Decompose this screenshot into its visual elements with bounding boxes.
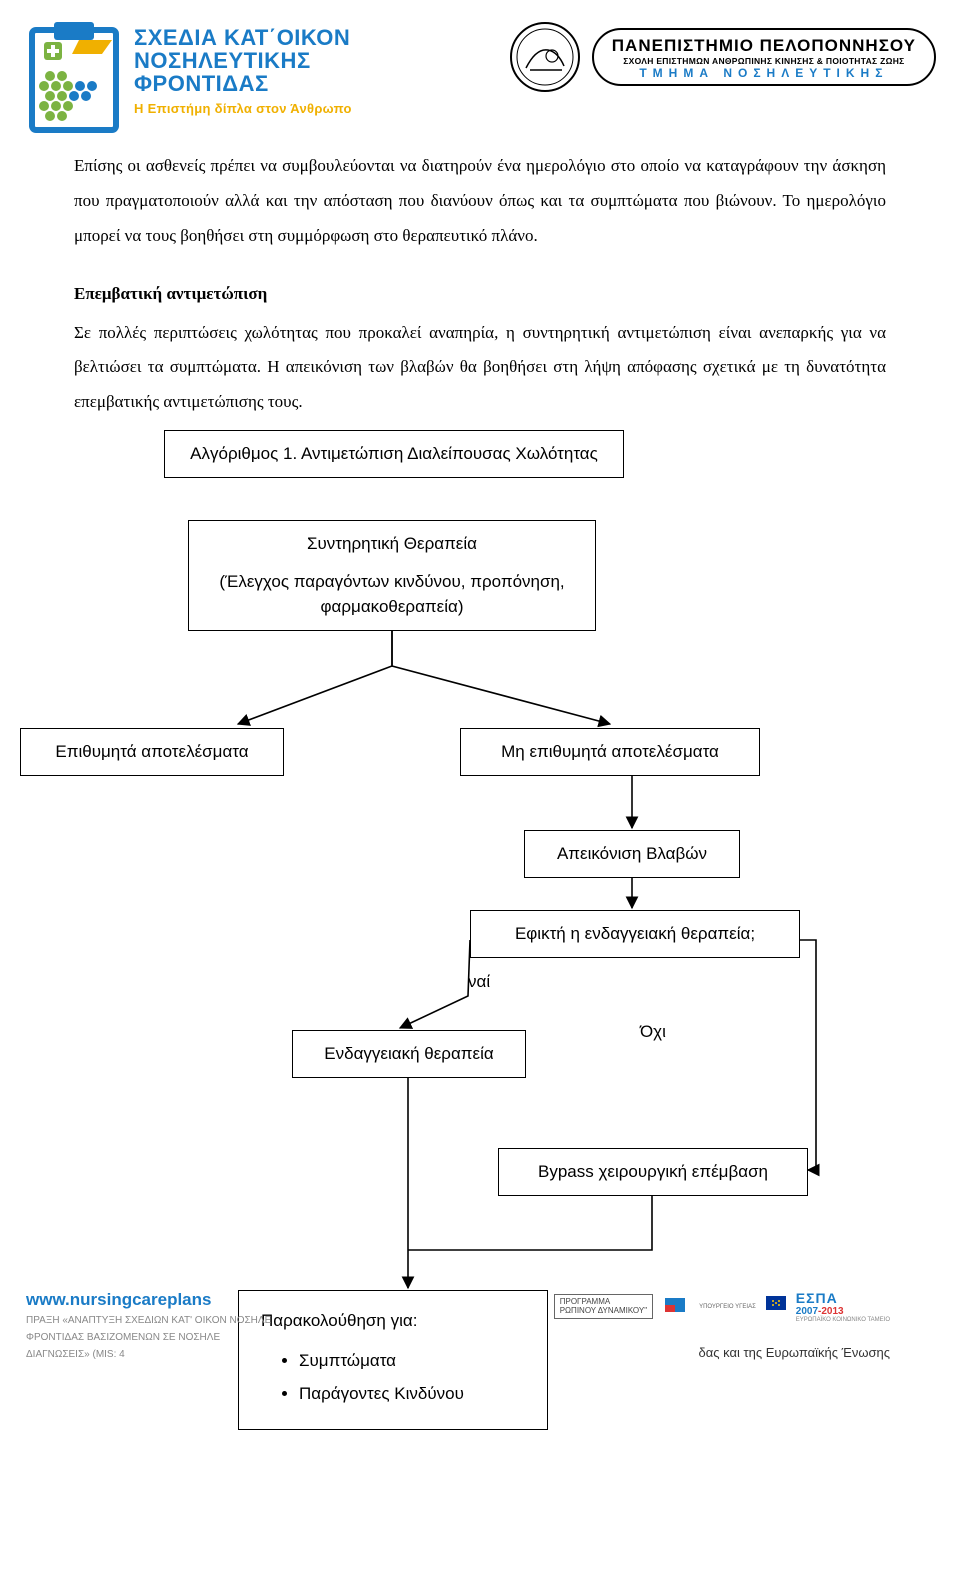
follow-list: Συμπτώματα Παράγοντες Κινδύνου [261,1345,525,1410]
espa-years: 2007-2013 [796,1306,890,1317]
university-box: ΠΑΝΕΠΙΣΤΗΜΙΟ ΠΕΛΟΠΟΝΝΗΣΟΥ ΣΧΟΛΗ ΕΠΙΣΤΗΜΩ… [592,28,936,86]
node-bypass: Bypass χειρουργική επέμβαση [498,1148,808,1196]
follow-title: Παρακολούθηση για: [261,1305,525,1337]
footer-small3: ΔΙΑΓΝΩΣΕΙΣ» (MIS: 4 [26,1348,271,1361]
node-conservative-therapy: Συντηρητική Θεραπεία (Έλεγχος παραγόντων… [188,520,596,631]
uni-line3: ΤΜΗΜΑ ΝΟΣΗΛΕΥΤΙΚΗΣ [612,66,916,80]
footer-small1: ΠΡΑΞΗ «ΑΝΑΠΤΥΞΗ ΣΧΕΔΙΩΝ ΚΑΤ' ΟΙΚΟΝ ΝΟΣΗΛ… [26,1314,271,1327]
flowchart: Αλγόριθμος 1. Αντιμετώπιση Διαλείπουσας … [0,430,960,1440]
follow-item-2: Παράγοντες Κινδύνου [299,1378,525,1410]
paragraph-2: Σε πολλές περιπτώσεις χωλότητας που προκ… [0,310,960,431]
logo-line2: ΝΟΣΗΛΕΥΤΙΚΗΣ [134,49,352,72]
left-logo-text: ΣΧΕΔΙΑ ΚΑΤ΄ΟΙΚΟΝ ΝΟΣΗΛΕΥΤΙΚΗΣ ΦΡΟΝΤΙΔΑΣ … [134,20,352,116]
espa-title: ΕΣΠΑ [796,1290,890,1306]
follow-item-1: Συμπτώματα [299,1345,525,1377]
section-title: Επεμβατική αντιμετώπιση [0,264,960,310]
right-logo: ΠΑΝΕΠΙΣΤΗΜΙΟ ΠΕΛΟΠΟΝΝΗΣΟΥ ΣΧΟΛΗ ΕΠΙΣΤΗΜΩ… [508,20,936,94]
paragraph-1: Επίσης οι ασθενείς πρέπει να συμβουλεύον… [0,143,960,264]
university-seal-icon [508,20,582,94]
left-logo: ΣΧΕΔΙΑ ΚΑΤ΄ΟΙΚΟΝ ΝΟΣΗΛΕΥΤΙΚΗΣ ΦΡΟΝΤΙΔΑΣ … [24,20,352,135]
label-yes: ναί [468,972,490,992]
footer-url: www.nursingcareplans [26,1290,271,1310]
eu-flag-icon [766,1296,786,1318]
node-follow-up: Παρακολούθηση για: Συμπτώματα Παράγοντες… [238,1290,548,1430]
node-undesired-results: Μη επιθυμητά αποτελέσματα [460,728,760,776]
node-conservative-title: Συντηρητική Θεραπεία [205,531,579,557]
node-algorithm-title: Αλγόριθμος 1. Αντιμετώπιση Διαλείπουσας … [164,430,624,478]
footer-right: ΠΡΟΓΡΑΜΜΑ ΡΩΠΙΝΟΥ ΔΥΝΑΜΙΚΟΥ" ΥΠΟΥΡΓΕΙΟ Υ… [554,1290,890,1323]
espa-sub: ΕΥΡΩΠΑΪΚΟ ΚΟΙΝΩΝΙΚΟ ΤΑΜΕΙΟ [796,1317,890,1323]
espa-logo: ΕΣΠΑ 2007-2013 ΕΥΡΩΠΑΪΚΟ ΚΟΙΝΩΝΙΚΟ ΤΑΜΕΙ… [796,1290,890,1323]
uni-line1: ΠΑΝΕΠΙΣΤΗΜΙΟ ΠΕΛΟΠΟΝΝΗΣΟΥ [612,36,916,56]
node-endovascular: Ενδαγγειακή θεραπεία [292,1030,526,1078]
node-conservative-subtitle: (Έλεγχος παραγόντων κινδύνου, προπόνηση,… [205,569,579,620]
label-no: Όχι [640,1022,666,1042]
ministry-label: ΥΠΟΥΡΓΕΙΟ ΥΓΕΙΑΣ [699,1304,756,1310]
footer-cofinance: δας και της Ευρωπαϊκής Ένωσης [698,1345,890,1360]
program-line2: ΡΩΠΙΝΟΥ ΔΥΝΑΜΙΚΟΥ" [560,1307,647,1316]
page-header: ΣΧΕΔΙΑ ΚΑΤ΄ΟΙΚΟΝ ΝΟΣΗΛΕΥΤΙΚΗΣ ΦΡΟΝΤΙΔΑΣ … [0,0,960,143]
clipboard-icon [24,20,124,135]
program-box: ΠΡΟΓΡΑΜΜΑ ΡΩΠΙΝΟΥ ΔΥΝΑΜΙΚΟΥ" [554,1294,653,1320]
node-imaging: Απεικόνιση Βλαβών [524,830,740,878]
logo-subtitle: Η Επιστήμη δίπλα στον Άνθρωπο [134,101,352,116]
footer-left: www.nursingcareplans ΠΡΑΞΗ «ΑΝΑΠΤΥΞΗ ΣΧΕ… [26,1290,271,1361]
logo-line3: ΦΡΟΝΤΙΔΑΣ [134,72,352,95]
node-desired-results: Επιθυμητά αποτελέσματα [20,728,284,776]
node-feasible-question: Εφικτή η ενδαγγειακή θεραπεία; [470,910,800,958]
footer-small2: ΦΡΟΝΤΙΔΑΣ ΒΑΣΙΖΟΜΕΝΩΝ ΣΕ ΝΟΣΗΛΕ [26,1331,271,1344]
logo-line1: ΣΧΕΔΙΑ ΚΑΤ΄ΟΙΚΟΝ [134,26,352,49]
uni-line2: ΣΧΟΛΗ ΕΠΙΣΤΗΜΩΝ ΑΝΘΡΩΠΙΝΗΣ ΚΙΝΗΣΗΣ & ΠΟΙ… [612,56,916,66]
ministry-flag-icon [663,1294,689,1320]
